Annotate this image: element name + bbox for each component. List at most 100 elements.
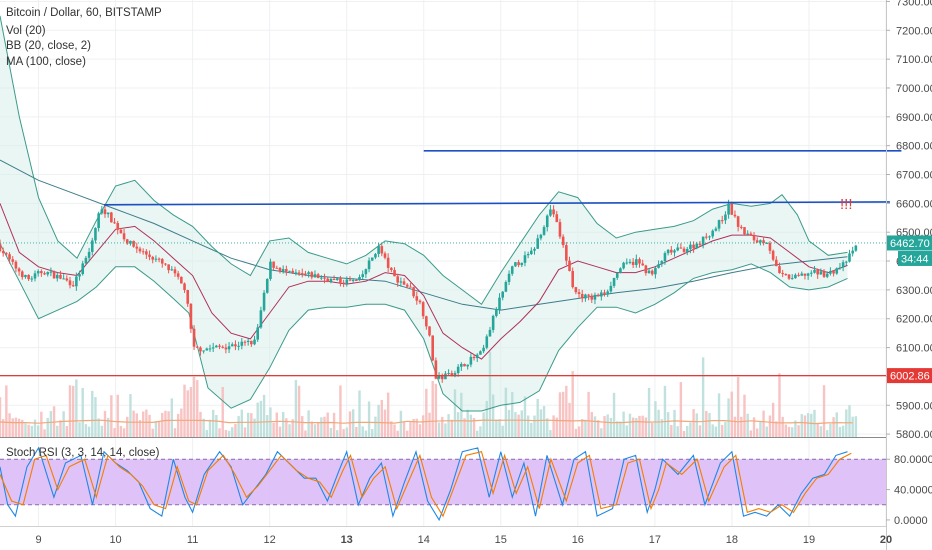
candle-body [409,286,412,288]
candle-body [151,256,155,260]
volume-bar [192,376,196,437]
candle-body [106,212,110,215]
candle-body [243,341,247,343]
candle-body [205,348,209,351]
volume-bar [0,397,2,437]
candle-body [36,271,40,274]
candle-body [396,276,400,283]
volume-bar [644,417,648,437]
candle-body [851,250,854,254]
candle-body [84,257,88,264]
stoch-axis[interactable]: 80.0000 40.0000 0.0000 [886,454,932,527]
candle-body [148,254,151,257]
candle-body [711,230,714,237]
candle-body [708,236,711,238]
volume-bar [625,425,628,437]
candle-body [246,340,250,342]
volume-bar [437,422,441,437]
volume-bar [320,417,323,437]
volume-bar [762,410,765,437]
volume-bar [301,416,304,437]
candle-body [612,277,616,286]
candle-body [418,300,422,303]
volume-bar [692,409,695,437]
y-tick-label: 6600.00 [896,198,932,210]
candle-body [75,276,78,287]
volume-bar [803,415,807,437]
candle-body [316,274,320,278]
volume-bar [234,424,237,437]
candle-body [724,214,727,221]
x-tick-label: 16 [572,534,584,546]
volume-bar [689,422,692,437]
volume-bar [536,398,539,437]
time-axis[interactable]: 9 10 11 12 13 14 15 16 17 18 19 20 [35,534,892,546]
x-tick-label: 11 [187,534,198,546]
candle-body [259,310,263,328]
candle-body [43,273,46,275]
candle-body [310,272,314,278]
candle-body [685,248,689,252]
exclamation-annotation[interactable]: !!! [840,196,853,213]
candle-body [663,253,667,262]
volume-bar [784,424,788,437]
volume-bar [164,410,167,437]
volume-bar [396,430,399,437]
volume-bar [587,391,590,437]
volume-bar [708,412,711,437]
volume-bar [428,412,431,437]
volume-bar [132,410,135,437]
indicator-volume-label[interactable]: Vol (20) [6,25,46,37]
candle-body [17,268,21,272]
volume-bar [498,419,501,437]
candle-body [463,363,466,367]
candle-body [456,366,460,374]
candle-body [240,341,244,346]
volume-bar [714,426,718,437]
volume-bar [126,416,129,437]
volume-bar [485,400,488,437]
volume-bar [829,423,832,437]
candle-body [90,240,94,252]
resistance-trendline[interactable] [104,201,890,206]
candle-body [332,278,336,281]
candle-body [307,272,310,275]
candle-body [705,236,708,238]
volume-bar [151,428,154,437]
candle-body [565,245,568,261]
candle-body [631,261,635,265]
candle-body [536,238,539,249]
candle-body [746,233,749,235]
candle-body [514,262,517,267]
candle-body [762,240,765,244]
candle-body [752,235,756,241]
last-price-tag: 6462.70 [887,235,932,251]
candle-body [609,285,613,292]
candle-body [787,274,791,279]
volume-bar [797,425,800,437]
candle-body [230,344,234,347]
stoch-rsi-pane[interactable]: Stoch RSI (3, 3, 14, 14, close) [0,446,886,522]
candle-body [440,375,444,380]
candle-body [250,340,253,345]
candle-body [20,271,24,278]
candle-body [256,327,260,340]
volume-bar [342,429,345,437]
candle-body [355,279,358,281]
volume-bar [469,414,473,437]
volume-bar [488,351,492,437]
y-tick-label: 5800.00 [896,429,932,441]
indicator-ma-label[interactable]: MA (100, close) [6,56,86,68]
candle-body [619,268,622,273]
indicator-bb-label[interactable]: BB (20, close, 2) [6,40,91,52]
volume-bar [91,390,94,437]
volume-bar [189,387,193,437]
price-pane[interactable]: !!! [0,15,902,437]
candle-body [803,273,807,276]
volume-bar [313,424,317,437]
candle-body [673,250,676,253]
x-tick-label: 13 [341,534,353,546]
candle-body [304,273,307,275]
volume-bar [323,416,326,437]
